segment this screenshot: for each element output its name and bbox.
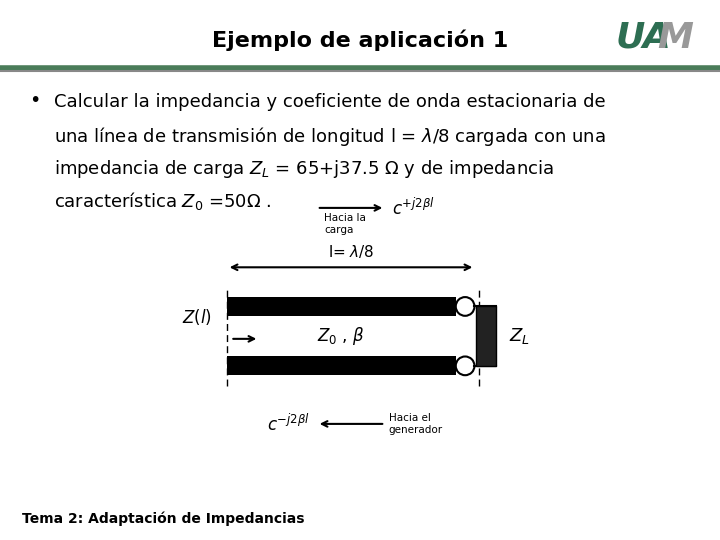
Text: Ejemplo de aplicación 1: Ejemplo de aplicación 1 <box>212 30 508 51</box>
Text: Hacia la
carga: Hacia la carga <box>324 213 366 235</box>
Text: •: • <box>29 91 40 110</box>
Bar <box>227 297 456 316</box>
Text: l= $\lambda$/8: l= $\lambda$/8 <box>328 242 374 260</box>
Bar <box>227 356 456 375</box>
Text: Hacia el
generador: Hacia el generador <box>389 413 443 435</box>
Text: $c^{+j2\beta l}$: $c^{+j2\beta l}$ <box>392 197 436 219</box>
Text: $Z_L$: $Z_L$ <box>508 326 530 346</box>
Text: una línea de transmisión de longitud l = $\lambda$/8 cargada con una: una línea de transmisión de longitud l =… <box>54 125 606 148</box>
Text: característica $Z_0$ =50$\Omega$ .: característica $Z_0$ =50$\Omega$ . <box>54 190 271 212</box>
Text: $Z(l)$: $Z(l)$ <box>182 307 212 327</box>
Text: UA: UA <box>616 21 671 55</box>
Text: Tema 2: Adaptación de Impedancias: Tema 2: Adaptación de Impedancias <box>22 512 304 526</box>
Text: $c^{-j2\beta l}$: $c^{-j2\beta l}$ <box>266 413 310 435</box>
Bar <box>476 306 496 366</box>
Text: impedancia de carga $Z_L$ = 65+j37.5 $\Omega$ y de impedancia: impedancia de carga $Z_L$ = 65+j37.5 $\O… <box>54 158 554 180</box>
Text: $Z_0$ , $\beta$: $Z_0$ , $\beta$ <box>318 325 365 347</box>
Text: Calcular la impedancia y coeficiente de onda estacionaria de: Calcular la impedancia y coeficiente de … <box>54 93 606 111</box>
Text: M: M <box>657 21 693 55</box>
